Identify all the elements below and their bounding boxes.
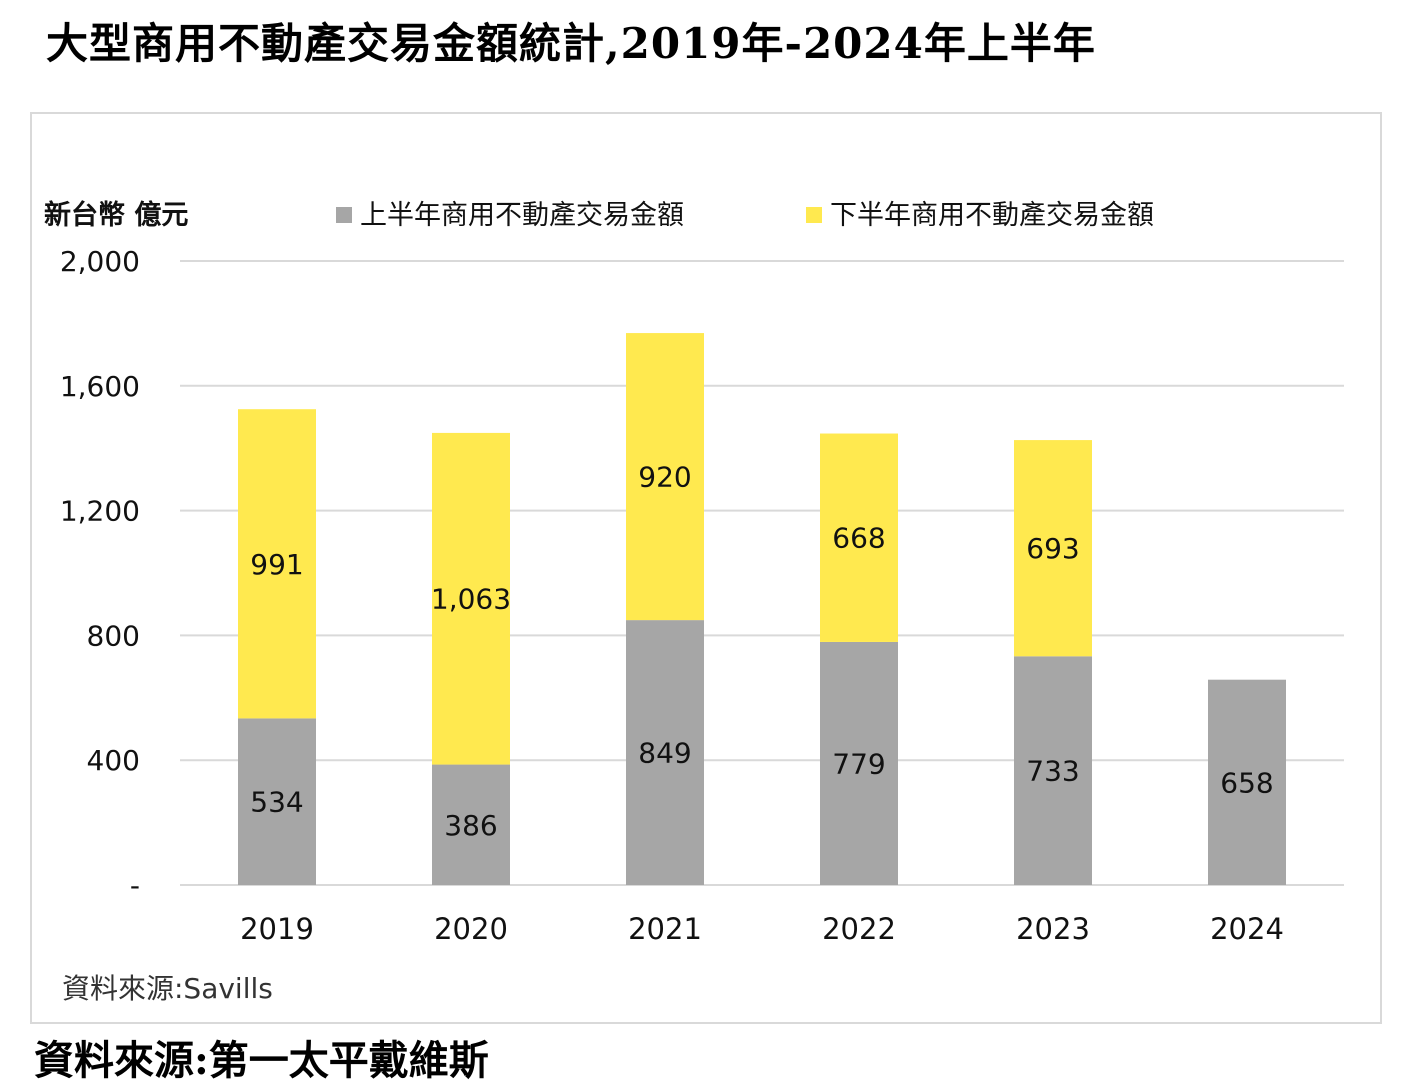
bar-first-half-2023 bbox=[1014, 656, 1092, 885]
data-label-second-half-2022: 668 bbox=[832, 522, 885, 555]
data-label-first-half-2021: 849 bbox=[638, 737, 691, 770]
legend-swatch-1 bbox=[336, 207, 352, 223]
y-tick-label: 800 bbox=[87, 619, 140, 652]
y-axis-label: 新台幣 億元 bbox=[44, 199, 188, 231]
data-label-first-half-2020: 386 bbox=[444, 809, 497, 842]
x-tick-label: 2021 bbox=[628, 912, 702, 946]
y-tick-label: 1,200 bbox=[60, 495, 140, 528]
bar-second-half-2023 bbox=[1014, 440, 1092, 657]
page-source-note: 資料來源:第一太平戴維斯 bbox=[34, 1037, 489, 1084]
bar-second-half-2021 bbox=[626, 333, 704, 621]
bar-second-half-2019 bbox=[238, 409, 316, 719]
y-tick-label: 1,600 bbox=[60, 370, 140, 403]
bar-first-half-2024 bbox=[1208, 679, 1286, 885]
stacked-bar-chart: - 400 800 1,200 1,600 2,000 新台幣 億元 上半年商用不動產交易金額… bbox=[44, 199, 1344, 1005]
bar-second-half-2020 bbox=[432, 432, 510, 765]
chart-source-note: 資料來源:Savills bbox=[62, 972, 273, 1005]
y-tick-label: 400 bbox=[87, 744, 140, 777]
x-tick-label: 2019 bbox=[240, 912, 314, 946]
x-tick-label: 2023 bbox=[1016, 912, 1090, 946]
data-label-second-half-2020: 1,063 bbox=[431, 583, 511, 616]
data-label-second-half-2023: 693 bbox=[1026, 532, 1079, 565]
data-label-first-half-2024: 658 bbox=[1220, 766, 1273, 799]
bar-first-half-2022 bbox=[820, 641, 898, 885]
y-tick-label: 2,000 bbox=[60, 245, 140, 278]
chart-frame: - 400 800 1,200 1,600 2,000 新台幣 億元 上半年商用不動產交易金額… bbox=[30, 112, 1382, 1024]
x-tick-label: 2022 bbox=[822, 912, 896, 946]
x-tick-label: 2024 bbox=[1210, 912, 1284, 946]
legend-swatch-2 bbox=[806, 207, 822, 223]
data-label-first-half-2023: 733 bbox=[1026, 755, 1079, 788]
data-label-first-half-2022: 779 bbox=[832, 747, 885, 780]
bar-first-half-2021 bbox=[626, 620, 704, 885]
page-title: 大型商用不動產交易金額統計,2019年-2024年上半年 bbox=[46, 19, 1096, 68]
data-label-first-half-2019: 534 bbox=[250, 786, 303, 819]
data-label-second-half-2019: 991 bbox=[250, 548, 303, 581]
data-label-second-half-2021: 920 bbox=[638, 461, 691, 494]
legend-label-2: 下半年商用不動產交易金額 bbox=[830, 200, 1154, 231]
bar-first-half-2019 bbox=[238, 718, 316, 885]
y-tick-label: - bbox=[130, 869, 140, 902]
bar-first-half-2020 bbox=[432, 764, 510, 885]
legend-label-1: 上半年商用不動產交易金額 bbox=[360, 200, 684, 231]
bar-second-half-2022 bbox=[820, 433, 898, 642]
x-tick-label: 2020 bbox=[434, 912, 508, 946]
